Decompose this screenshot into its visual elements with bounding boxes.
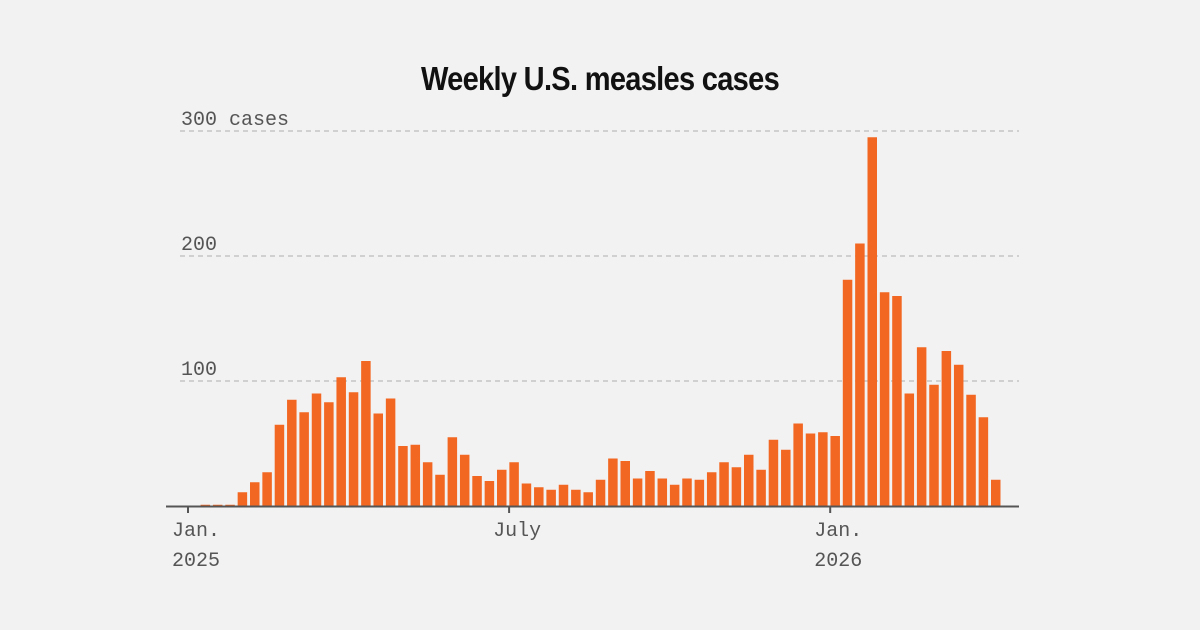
bar [521, 483, 532, 506]
bar [385, 398, 396, 506]
bar [867, 137, 877, 506]
bar [299, 412, 309, 506]
bar [200, 504, 211, 506]
bar [793, 423, 803, 506]
bar [287, 399, 297, 506]
bar [484, 481, 495, 506]
bar [756, 469, 766, 506]
bar [546, 489, 556, 506]
bar [916, 347, 927, 506]
bar [274, 424, 285, 506]
bar [410, 444, 421, 506]
bar [645, 471, 655, 506]
bar [879, 292, 890, 506]
bar [706, 472, 717, 506]
bar [509, 462, 519, 506]
bar [929, 384, 939, 506]
bar [472, 476, 482, 506]
gridlines [180, 130, 1019, 382]
x-tick-label: Jan. [172, 520, 220, 543]
bar [904, 393, 915, 506]
x-tick-year-label: 2026 [814, 550, 862, 573]
bar [991, 479, 1001, 506]
bar [595, 479, 606, 506]
bar [225, 504, 235, 506]
chart-title: Weekly U.S. measles cases [420, 60, 780, 97]
bar [497, 469, 507, 506]
bar [855, 243, 865, 506]
bar [237, 492, 248, 506]
x-tick-year-label: 2025 [172, 550, 220, 573]
bar [571, 489, 581, 506]
bar [657, 478, 668, 506]
y-tick-label: 100 [181, 359, 217, 382]
bar [632, 478, 643, 506]
bar [781, 449, 791, 506]
bar [459, 454, 470, 506]
bar [966, 394, 976, 506]
x-tick-label: Jan. [814, 520, 862, 543]
bar [608, 458, 618, 506]
bar [311, 393, 322, 506]
y-axis-labels: 100 200 300 cases [181, 109, 289, 382]
bar [534, 487, 544, 506]
bar [583, 492, 593, 506]
bar [842, 279, 853, 506]
bar [447, 437, 458, 506]
bar [694, 479, 705, 506]
bar [768, 439, 779, 506]
bar [805, 433, 816, 506]
x-tick-label: July [493, 520, 541, 543]
bar [250, 482, 260, 506]
bar [422, 462, 433, 506]
x-axis-ticks: Jan. 2025 July Jan. 2026 [172, 506, 862, 573]
bar [731, 467, 742, 506]
bar [830, 436, 840, 506]
bar [336, 377, 346, 506]
bar [212, 504, 223, 506]
bars [200, 137, 1001, 506]
bar [558, 484, 569, 506]
bar [941, 351, 952, 506]
bar [682, 478, 692, 506]
bar [435, 474, 445, 506]
bar [669, 484, 680, 506]
bar [324, 402, 334, 506]
bar [892, 296, 902, 506]
bar [744, 454, 754, 506]
bar [953, 364, 964, 506]
bar [620, 461, 630, 506]
y-tick-label: 300 cases [181, 109, 289, 132]
y-tick-label: 200 [181, 234, 217, 257]
bar [373, 413, 383, 506]
bar [262, 472, 272, 506]
bar [398, 446, 408, 506]
bar [719, 462, 729, 506]
bar [348, 392, 359, 506]
bar [818, 432, 828, 506]
bar [361, 361, 371, 506]
bar [978, 417, 989, 506]
